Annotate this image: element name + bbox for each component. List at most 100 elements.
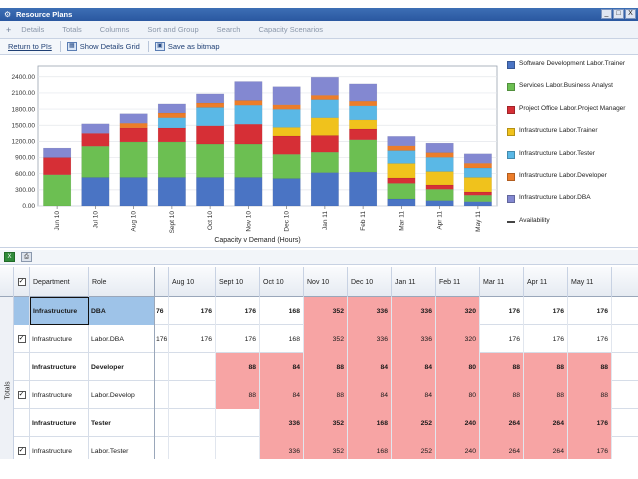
value-cell[interactable]: 168 bbox=[260, 325, 304, 353]
department-cell[interactable]: Infrastructure bbox=[30, 409, 89, 437]
value-cell[interactable]: 176 bbox=[216, 325, 260, 353]
department-cell[interactable]: Infrastructure bbox=[30, 325, 89, 353]
table-row[interactable]: ✓ Infrastructure Labor.DBA bbox=[14, 325, 154, 353]
row-check-cell[interactable]: ✓ bbox=[14, 325, 30, 353]
role-cell[interactable]: DBA bbox=[89, 297, 154, 325]
row-check-cell[interactable]: ✓ bbox=[14, 381, 30, 409]
value-cell[interactable]: 252 bbox=[392, 409, 436, 437]
table-row[interactable]: Infrastructure Tester bbox=[14, 409, 154, 437]
department-cell[interactable]: Infrastructure bbox=[30, 437, 89, 459]
export-excel-icon[interactable]: X bbox=[4, 252, 15, 262]
table-row[interactable]: Infrastructure Developer bbox=[14, 353, 154, 381]
value-cell[interactable]: 336 bbox=[260, 437, 304, 459]
month-header-cell[interactable]: Oct 10 bbox=[260, 267, 304, 297]
select-all-checkbox[interactable]: ✓ bbox=[17, 278, 26, 286]
value-cell[interactable]: 352 bbox=[304, 409, 348, 437]
value-cell[interactable]: 336 bbox=[348, 297, 392, 325]
month-header-cell[interactable]: May 11 bbox=[568, 267, 612, 297]
month-header-cell[interactable]: Aug 10 bbox=[169, 267, 216, 297]
row-check-cell[interactable] bbox=[14, 409, 30, 437]
value-cell[interactable] bbox=[169, 353, 216, 381]
value-cell[interactable]: 88 bbox=[216, 381, 260, 409]
menu-capacity-scenarios[interactable]: Capacity Scenarios bbox=[258, 25, 324, 34]
value-cell[interactable]: 336 bbox=[348, 325, 392, 353]
table-row[interactable]: 336 352 168 252 240 264 264 176 bbox=[155, 409, 638, 437]
value-cell[interactable]: 88 bbox=[524, 353, 568, 381]
table-row[interactable]: ✓ Infrastructure Labor.Tester bbox=[14, 437, 154, 459]
header-select-all[interactable]: ✓ bbox=[14, 267, 30, 297]
month-header-cell[interactable]: Sept 10 bbox=[216, 267, 260, 297]
value-cell[interactable] bbox=[155, 353, 169, 381]
value-cell[interactable]: 88 bbox=[568, 353, 612, 381]
value-cell[interactable]: 176 bbox=[480, 325, 524, 353]
menu-columns[interactable]: Columns bbox=[99, 25, 130, 34]
maximize-button[interactable]: □ bbox=[613, 9, 624, 19]
menu-sort-and-group[interactable]: Sort and Group bbox=[147, 25, 199, 34]
table-row[interactable]: 176 176 176 168 352 336 336 320 176 176 176 bbox=[155, 325, 638, 353]
value-cell[interactable]: 176 bbox=[524, 297, 568, 325]
value-cell[interactable]: 88 bbox=[568, 381, 612, 409]
table-row[interactable]: 336 352 168 252 240 264 264 176 bbox=[155, 437, 638, 459]
value-cell[interactable]: 240 bbox=[436, 437, 480, 459]
role-cell[interactable]: Labor.DBA bbox=[91, 335, 124, 343]
role-cell[interactable]: Labor.Develop bbox=[91, 391, 135, 399]
menu-totals[interactable]: Totals bbox=[62, 25, 82, 34]
value-cell[interactable]: 264 bbox=[480, 437, 524, 459]
value-cell[interactable]: 168 bbox=[348, 409, 392, 437]
month-header-cell[interactable]: Jan 11 bbox=[392, 267, 436, 297]
role-cell[interactable]: Developer bbox=[91, 363, 124, 371]
value-cell[interactable]: 88 bbox=[480, 353, 524, 381]
month-header-cell[interactable]: Mar 11 bbox=[480, 267, 524, 297]
role-cell[interactable]: Tester bbox=[91, 419, 111, 427]
value-cell[interactable]: 352 bbox=[304, 325, 348, 353]
table-row[interactable]: ✓ Infrastructure Labor.Develop bbox=[14, 381, 154, 409]
role-cell[interactable]: Labor.Tester bbox=[91, 447, 129, 455]
add-icon[interactable]: + bbox=[6, 24, 12, 35]
close-button[interactable]: X bbox=[625, 9, 636, 19]
value-cell[interactable]: 84 bbox=[392, 381, 436, 409]
value-cell[interactable]: 336 bbox=[260, 409, 304, 437]
row-checkbox[interactable]: ✓ bbox=[17, 391, 26, 399]
value-cell[interactable]: 176 bbox=[169, 325, 216, 353]
department-cell[interactable]: Infrastructure bbox=[30, 381, 89, 409]
row-check-cell[interactable] bbox=[14, 353, 30, 381]
value-cell[interactable]: 84 bbox=[260, 381, 304, 409]
month-header-cell[interactable]: Dec 10 bbox=[348, 267, 392, 297]
value-cell[interactable]: 80 bbox=[436, 353, 480, 381]
value-cell[interactable]: 76 bbox=[155, 297, 169, 325]
show-details-grid-button[interactable]: ▦ Show Details Grid bbox=[66, 42, 140, 51]
minimize-button[interactable]: _ bbox=[601, 9, 612, 19]
header-role[interactable]: Role bbox=[92, 278, 107, 286]
value-cell[interactable]: 176 bbox=[568, 437, 612, 459]
print-icon[interactable]: ⎙ bbox=[21, 252, 32, 262]
month-header-cell[interactable]: Apr 11 bbox=[524, 267, 568, 297]
month-header-cell[interactable]: Feb 11 bbox=[436, 267, 480, 297]
value-cell[interactable]: 320 bbox=[436, 297, 480, 325]
value-cell[interactable]: 84 bbox=[260, 353, 304, 381]
value-cell[interactable]: 80 bbox=[436, 381, 480, 409]
value-cell[interactable]: 88 bbox=[304, 353, 348, 381]
value-cell[interactable]: 88 bbox=[524, 381, 568, 409]
table-row[interactable]: 88 84 88 84 84 80 88 88 88 bbox=[155, 381, 638, 409]
row-checkbox[interactable]: ✓ bbox=[17, 447, 26, 455]
row-check-cell[interactable] bbox=[14, 297, 30, 325]
row-checkbox[interactable]: ✓ bbox=[17, 335, 26, 343]
value-cell[interactable] bbox=[169, 409, 216, 437]
save-as-bitmap-button[interactable]: ▣ Save as bitmap bbox=[154, 42, 220, 51]
value-cell[interactable]: 352 bbox=[304, 297, 348, 325]
value-cell[interactable]: 88 bbox=[216, 353, 260, 381]
value-cell[interactable]: 252 bbox=[392, 437, 436, 459]
value-cell[interactable]: 84 bbox=[348, 381, 392, 409]
menu-search[interactable]: Search bbox=[216, 25, 241, 34]
value-cell[interactable]: 264 bbox=[480, 409, 524, 437]
value-cell[interactable] bbox=[155, 381, 169, 409]
value-cell[interactable]: 88 bbox=[304, 381, 348, 409]
value-cell[interactable] bbox=[155, 409, 169, 437]
value-cell[interactable]: 176 bbox=[480, 297, 524, 325]
value-cell[interactable] bbox=[216, 437, 260, 459]
value-cell[interactable] bbox=[216, 409, 260, 437]
value-cell[interactable]: 176 bbox=[568, 409, 612, 437]
table-row[interactable]: 88 84 88 84 84 80 88 88 88 bbox=[155, 353, 638, 381]
value-cell[interactable]: 336 bbox=[392, 325, 436, 353]
value-cell[interactable]: 176 bbox=[155, 325, 169, 353]
